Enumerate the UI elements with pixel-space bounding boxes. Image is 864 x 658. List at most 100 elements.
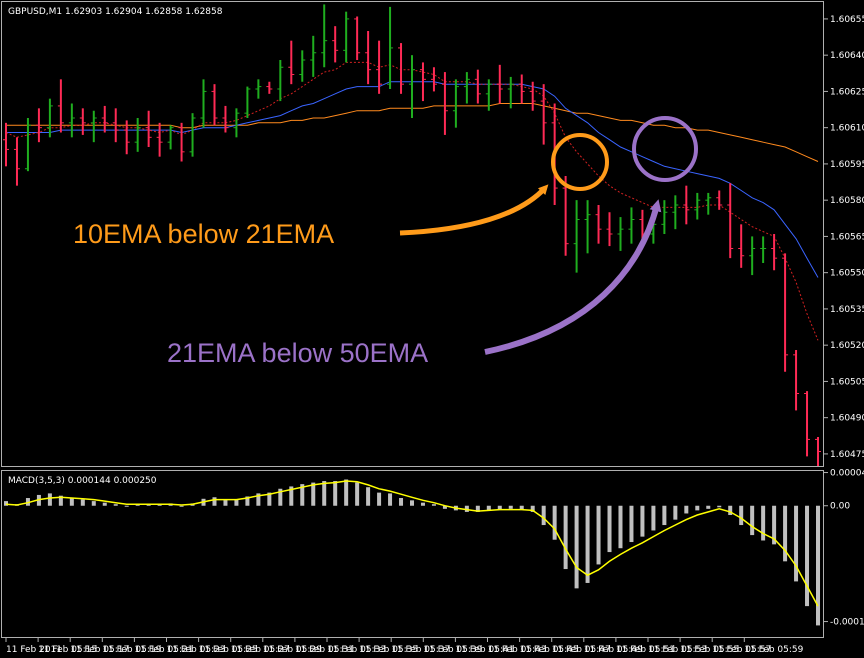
candle: [3, 122, 9, 167]
time-tick-label: 11 Feb 05:45: [520, 645, 579, 655]
candle: [463, 72, 470, 104]
macd-bar: [651, 505, 656, 531]
candle: [387, 6, 394, 89]
candle: [57, 79, 64, 133]
macd-bar: [234, 499, 239, 506]
macd-bar: [739, 505, 744, 526]
time-tick-label: 11 Feb 05:49: [584, 645, 643, 655]
macd-bar: [596, 505, 601, 565]
macd-bar: [322, 481, 327, 506]
macd-bar: [728, 505, 733, 516]
time-tick-label: 11 Feb 05:57: [712, 645, 771, 655]
candle: [354, 16, 361, 60]
macd-bar: [706, 505, 711, 509]
macd-bar: [618, 505, 623, 549]
candle: [474, 69, 481, 104]
macd-axis: 0.000043 0.00 -0.00015: [824, 469, 864, 628]
price-tick-label: 1.60595: [830, 160, 864, 170]
crossover-circle-10-21: [551, 133, 609, 191]
time-tick-label: 11 Feb 05:47: [552, 645, 611, 655]
candles: [3, 4, 821, 466]
candle: [299, 50, 306, 82]
candle: [705, 192, 712, 215]
candle: [815, 437, 821, 466]
candle: [211, 84, 218, 126]
macd-signal-line: [5, 480, 819, 607]
macd-bar: [410, 500, 414, 506]
candle: [145, 110, 152, 147]
macd-bar: [124, 505, 129, 507]
price-tick-label: 1.60565: [830, 232, 864, 242]
macd-bar: [366, 487, 371, 506]
candle: [376, 40, 383, 94]
macd-bar: [300, 484, 305, 506]
candle: [716, 190, 723, 210]
macd-bar: [695, 505, 700, 511]
candle: [288, 40, 295, 85]
macd-bar: [486, 505, 491, 511]
candle: [200, 79, 207, 128]
candle: [398, 43, 405, 94]
annotation-10ema-21ema: 10EMA below 21EMA: [73, 219, 334, 249]
candle: [321, 4, 328, 68]
candle: [507, 76, 514, 109]
macd-bar: [344, 479, 349, 506]
candle: [24, 118, 31, 172]
price-tick-label: 1.60520: [830, 341, 864, 351]
price-tick-label: 1.60535: [830, 305, 864, 315]
candle: [409, 55, 415, 118]
time-tick-label: 11 Feb 05:43: [488, 645, 547, 655]
time-tick-label: 11 Feb 05:55: [680, 645, 739, 655]
macd-bar: [102, 502, 107, 506]
time-tick-label: 11 Feb 05:15: [38, 645, 97, 655]
macd-bar: [135, 504, 140, 506]
price-tick-label: 1.60490: [830, 414, 864, 424]
candle: [233, 108, 240, 138]
candle: [222, 105, 229, 133]
time-tick-label: 11 Feb 05:39: [423, 645, 482, 655]
candle: [189, 113, 196, 157]
time-tick-label: 11 Feb 05:53: [648, 645, 707, 655]
candle: [529, 81, 536, 111]
macd-bar: [750, 505, 755, 536]
candle: [310, 35, 317, 77]
arrow-10-21: [399, 184, 549, 236]
macd-bar: [146, 504, 151, 506]
macd-bar: [179, 505, 184, 507]
candle: [540, 84, 547, 145]
time-tick-label: 11 Feb 05:27: [231, 645, 290, 655]
candle: [584, 200, 591, 254]
macd-bar: [289, 486, 294, 506]
candle: [90, 110, 97, 143]
time-tick-label: 11 Feb 2011: [6, 645, 62, 655]
macd-bar: [552, 505, 557, 540]
candle: [683, 185, 690, 225]
candle: [343, 11, 350, 63]
candle: [595, 205, 602, 244]
candle: [760, 236, 767, 263]
macd-tick-label: 0.00: [830, 502, 850, 512]
time-tick-label: 11 Feb 05:41: [455, 645, 514, 655]
candle: [419, 62, 426, 102]
candle: [771, 234, 778, 271]
macd-bar: [333, 481, 338, 506]
macd-bar: [278, 488, 283, 506]
time-tick-label: 11 Feb 05:59: [744, 645, 803, 655]
macd-bar: [4, 501, 8, 506]
candle: [156, 122, 163, 157]
macd-bar: [431, 504, 436, 506]
time-tick-label: 11 Feb 05:17: [70, 645, 129, 655]
macd-bar: [420, 502, 425, 506]
macd-tick-label: 0.000043: [830, 469, 864, 479]
candle: [694, 192, 701, 220]
time-tick-label: 11 Feb 05:31: [295, 645, 354, 655]
macd-bar: [80, 499, 85, 506]
time-tick-label: 11 Feb 05:29: [263, 645, 322, 655]
macd-bar: [475, 505, 480, 512]
macd-bar: [212, 497, 217, 506]
macd-bar: [684, 505, 689, 514]
macd-bar: [508, 505, 513, 509]
macd-bar: [157, 504, 162, 506]
candle: [101, 105, 108, 133]
